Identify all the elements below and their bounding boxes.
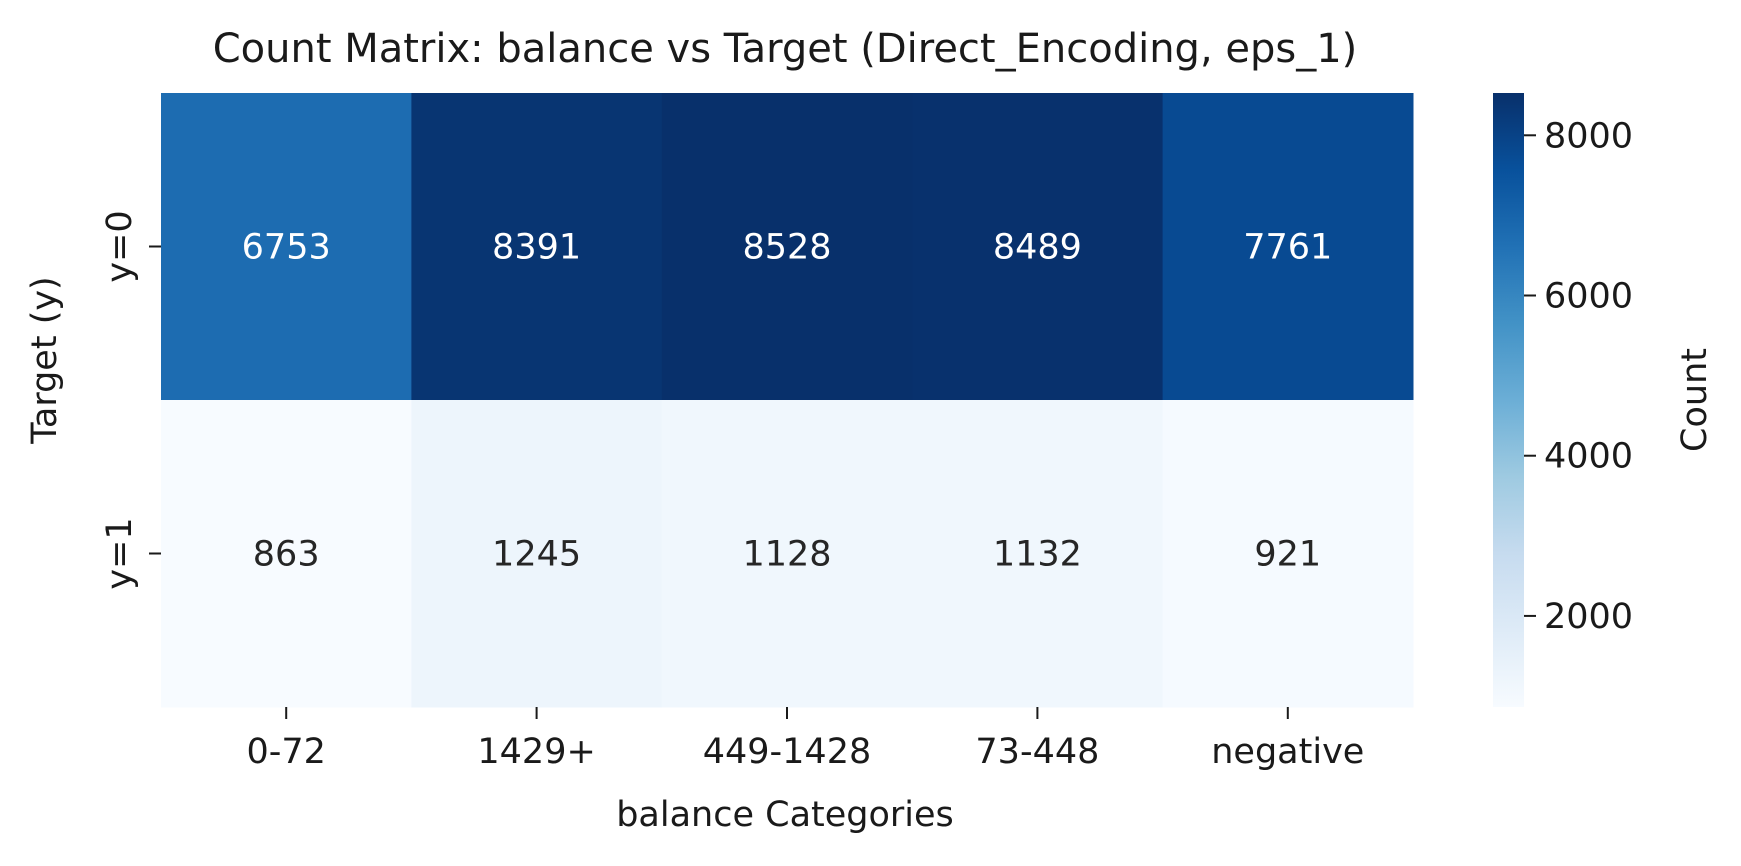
- heatmap-cell-value: 7761: [1243, 228, 1332, 268]
- heatmap-cell-value: 8391: [492, 228, 581, 268]
- heatmap-cell-value: 863: [253, 535, 320, 575]
- x-tick-label: 0-72: [246, 732, 325, 772]
- x-tick-label: 1429+: [477, 732, 595, 772]
- heatmap-cell-value: 8528: [742, 228, 831, 268]
- colorbar-tick-label: 2000: [1544, 597, 1633, 637]
- heatmap-cell-value: 1245: [492, 535, 581, 575]
- colorbar-tick-label: 4000: [1544, 437, 1633, 477]
- heatmap-cell-value: 6753: [242, 228, 331, 268]
- heatmap-cell-value: 921: [1254, 535, 1321, 575]
- x-axis-label: balance Categories: [616, 795, 954, 835]
- y-tick-label: y=0: [100, 210, 140, 282]
- x-tick-label: negative: [1211, 732, 1364, 772]
- x-tick-label: 73-448: [975, 732, 1099, 772]
- heatmap-cell-value: 1132: [993, 535, 1082, 575]
- heatmap-cells: [161, 93, 1414, 708]
- y-tick-label: y=1: [100, 517, 140, 589]
- heatmap-cell-value: 8489: [993, 228, 1082, 268]
- x-axis: 0-72 1429+ 449-1428 73-448 negative: [246, 707, 1364, 772]
- y-axis-label: Target (y): [25, 276, 65, 444]
- heatmap-cell-value: 1128: [742, 535, 831, 575]
- colorbar-label: Count: [1675, 348, 1715, 452]
- colorbar: [1493, 93, 1524, 707]
- colorbar-tick-label: 6000: [1544, 277, 1633, 317]
- colorbar-ticks: 2000 4000 6000 8000: [1524, 116, 1633, 637]
- chart-title: Count Matrix: balance vs Target (Direct_…: [213, 26, 1358, 72]
- y-axis: y=0 y=1: [100, 210, 161, 589]
- colorbar-tick-label: 8000: [1544, 116, 1633, 156]
- x-tick-label: 449-1428: [703, 732, 872, 772]
